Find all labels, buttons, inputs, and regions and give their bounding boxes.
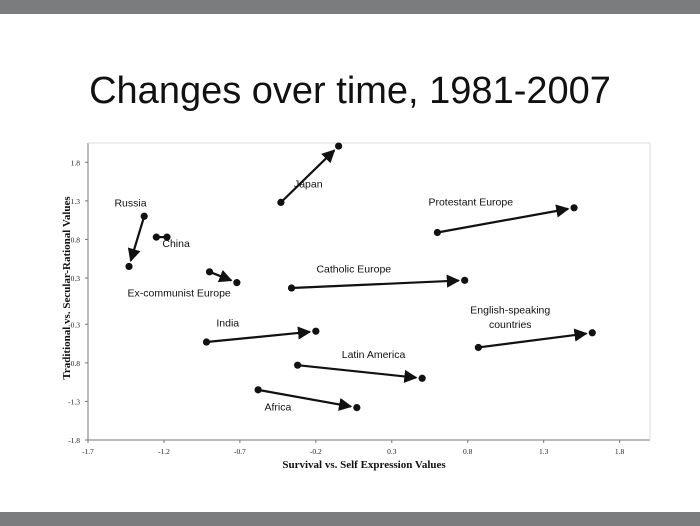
start-point-india (202, 338, 211, 346)
start-point-catholic-europe (287, 284, 296, 292)
series-japan (277, 142, 343, 206)
end-point-japan (335, 142, 343, 150)
arrow-catholic-europe (291, 274, 461, 290)
arrow-russia (127, 215, 146, 262)
series-china (152, 233, 171, 241)
end-point-india (312, 327, 320, 335)
end-point-english-speaking-countries (588, 329, 596, 337)
x-tick-label: 0.3 (387, 447, 397, 456)
end-point-protestant-europe (570, 204, 578, 212)
x-tick-label: -1.2 (158, 447, 170, 456)
y-tick-label: 0.3 (71, 274, 81, 283)
annotation-label: India (216, 318, 239, 330)
annotation-label: Japan (294, 179, 323, 191)
start-point-africa (254, 386, 262, 394)
chart-ticks: -1.7 -1.2 -0.7 -0.2 0.3 0.8 1.3 1.8 1.8 1.3 0.8 0.3… (68, 158, 624, 456)
series-english-speaking-countries (474, 328, 596, 352)
chart-axes (87, 142, 651, 441)
annotation-label: Russia (114, 197, 146, 209)
x-tick-label: -0.7 (234, 447, 246, 456)
end-point-latin-america (418, 374, 426, 382)
arrow-africa (257, 388, 353, 411)
series-protestant-europe (433, 204, 578, 237)
series-india (202, 326, 320, 346)
series-ex-communist-europe (205, 268, 241, 287)
arrow-latin-america (297, 364, 418, 383)
end-point-china (163, 233, 171, 241)
x-tick-label: 1.3 (539, 447, 549, 456)
arrow-protestant-europe (437, 204, 570, 234)
top-frame-bar (0, 0, 700, 14)
arrow-japan (280, 149, 336, 204)
annotation-label: Latin America (342, 349, 406, 361)
y-tick-label: 0.8 (71, 235, 81, 244)
y-tick-label: -0.8 (68, 359, 80, 368)
annotation-label: Ex-communist Europe (127, 288, 230, 300)
start-point-protestant-europe (433, 228, 441, 237)
end-point-russia (125, 262, 133, 271)
annotation-label: Africa (264, 402, 291, 414)
series-russia (125, 212, 148, 271)
series-africa (254, 386, 361, 412)
bottom-frame-bar (0, 512, 700, 526)
x-tick-label: 0.8 (463, 447, 473, 456)
start-point-japan (277, 198, 285, 206)
series-latin-america (294, 361, 426, 383)
y-tick-label: 1.8 (71, 158, 81, 167)
arrow-ex-communist-europe (209, 269, 233, 283)
y-tick-label: -1.3 (68, 397, 80, 406)
annotation-label: China (162, 238, 190, 250)
annotation-label: English-speaking (470, 304, 550, 316)
slide-title: Changes over time, 1981-2007 (89, 70, 611, 112)
annotation-label: Catholic Europe (316, 264, 391, 276)
series-catholic-europe (287, 274, 469, 292)
x-tick-label: -0.2 (310, 447, 322, 456)
y-tick-label: -1.8 (68, 436, 80, 445)
arrow-english-speaking-countries (478, 328, 588, 349)
arrow-india (206, 326, 312, 344)
chart-annotations: Japan Russia China Ex-communist Europe Prote… (114, 179, 550, 414)
annotation-label: Protestant Europe (428, 196, 513, 208)
start-point-latin-america (294, 361, 302, 369)
y-axis-label: Traditional vs. Secular-Rational Values (61, 196, 73, 380)
start-point-english-speaking-countries (474, 343, 482, 352)
end-point-catholic-europe (461, 276, 469, 284)
x-tick-label: 1.8 (615, 447, 625, 456)
end-point-ex-communist-europe (233, 279, 241, 287)
start-point-russia (140, 212, 148, 220)
y-tick-label: -0.3 (68, 320, 80, 329)
end-point-africa (353, 404, 361, 412)
x-tick-label: -1.7 (82, 447, 94, 456)
start-point-ex-communist-europe (205, 268, 214, 276)
start-point-china (152, 233, 160, 241)
x-axis-label: Survival vs. Self Expression Values (282, 459, 446, 471)
annotation-label: countries (489, 319, 532, 331)
y-tick-label: 1.3 (71, 197, 81, 206)
chart-series (125, 142, 596, 412)
